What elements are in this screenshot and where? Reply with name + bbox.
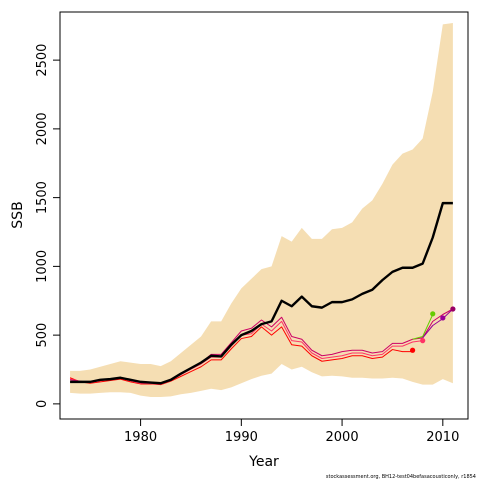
- y-tick-label: 1500: [35, 181, 50, 214]
- y-tick-label: 2500: [35, 44, 50, 77]
- ssb-estimate-line: [70, 201, 453, 385]
- retrospective-line: [422, 308, 454, 339]
- confidence-band-layer: [70, 23, 453, 397]
- x-axis-title: Year: [248, 454, 279, 470]
- x-axis: 1980 1990 2000 2010: [124, 418, 459, 445]
- retrospective-endpoint: [409, 347, 416, 353]
- y-axis: 0 500 1000 1500 2000 2500: [35, 44, 61, 408]
- confidence-band: [70, 23, 453, 397]
- x-tick-label: 2010: [426, 430, 459, 445]
- x-tick-label: 1990: [225, 430, 258, 445]
- y-tick-label: 0: [35, 400, 50, 408]
- retrospective-line: [69, 326, 413, 386]
- y-tick-label: 1000: [35, 250, 50, 283]
- retrospective-line: [412, 314, 434, 340]
- retrospective-endpoint: [420, 338, 426, 344]
- retrospective-endpoint: [430, 311, 436, 317]
- y-tick-label: 2000: [35, 112, 50, 145]
- retrospective-endpoint: [440, 315, 446, 321]
- endpoint-layer: [409, 306, 456, 353]
- y-axis-title: SSB: [10, 201, 26, 228]
- retrospective-endpoint: [450, 306, 456, 312]
- y-tick-label: 500: [35, 323, 50, 348]
- x-tick-label: 1980: [124, 430, 157, 445]
- x-tick-label: 2000: [326, 430, 359, 445]
- footer-note: stockassessment.org, BH12-test04befasaco…: [326, 474, 476, 480]
- series-layer: [69, 201, 454, 386]
